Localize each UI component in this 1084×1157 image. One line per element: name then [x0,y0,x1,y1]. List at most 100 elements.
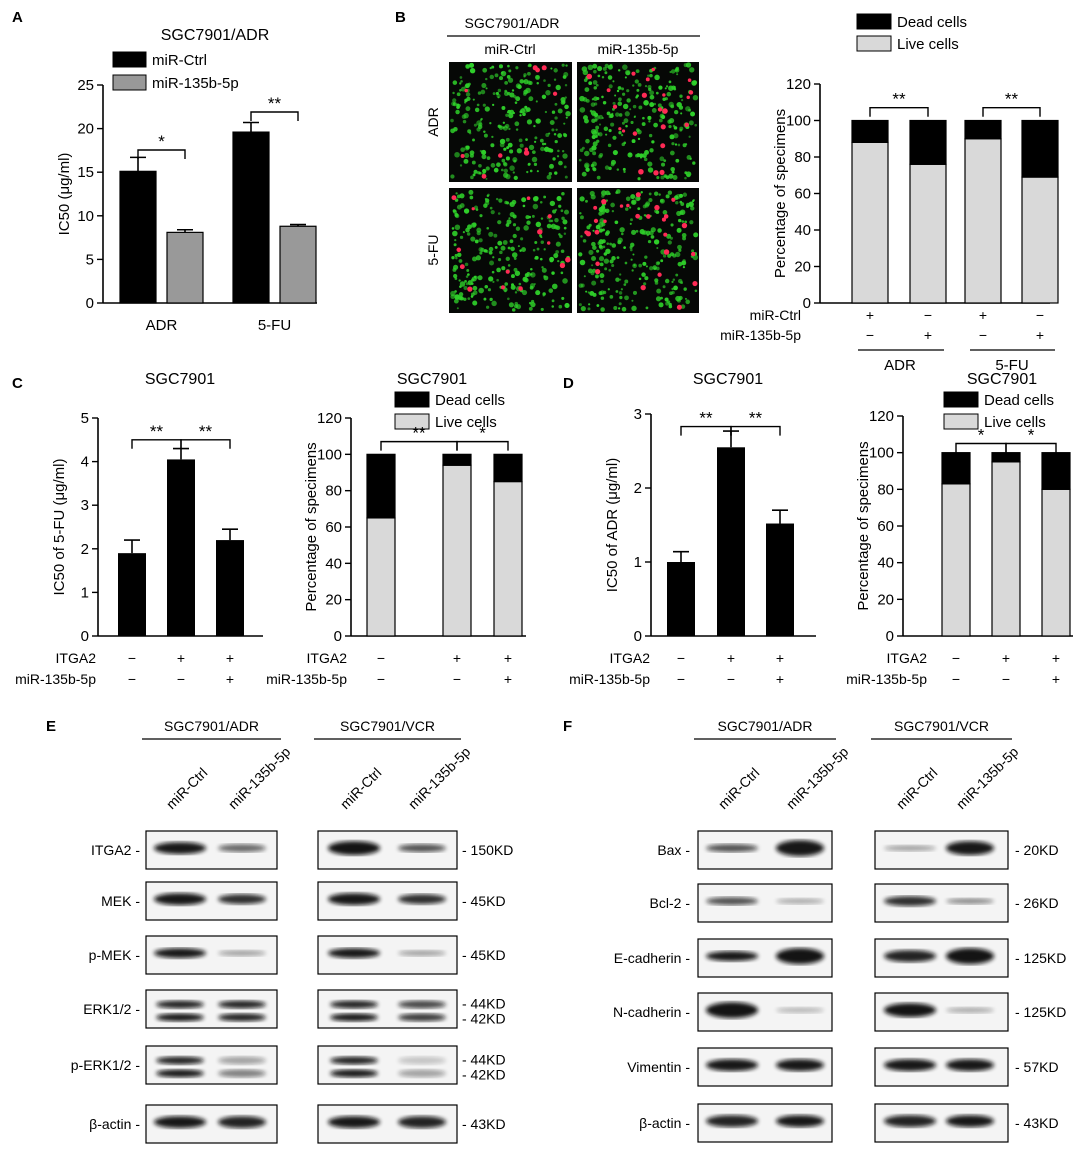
green-cell [626,98,631,103]
red-cell [681,222,688,229]
green-cell [547,83,551,87]
green-cell [668,173,674,179]
green-cell [499,142,505,148]
green-cell [472,290,478,296]
green-cell [492,256,495,259]
green-cell [612,101,616,105]
blotsE-band [330,1000,378,1009]
C1-condition-sign: + [177,650,185,666]
green-cell [621,306,627,312]
red-cell [464,88,468,93]
green-cell [621,87,625,91]
green-cell [607,75,613,80]
C2-condition-sign: − [377,671,385,687]
blotsE-lane-label: miR-135b-5p [225,743,294,812]
green-cell [514,291,518,294]
green-cell [479,118,483,122]
A-significance-label: * [158,132,165,151]
green-cell [645,265,648,268]
western-blot-band-image [874,1047,1009,1087]
blotsE-band [156,1056,204,1065]
green-cell [672,175,678,180]
green-cell [528,306,533,311]
green-cell [492,280,495,284]
green-cell [475,255,482,261]
green-cell [462,231,465,234]
blotsF-cell-line-label: SGC7901/ADR [718,718,813,734]
green-cell [489,74,495,80]
C1-row-label: ITGA2 [56,650,97,666]
A-y-tick-label: 20 [77,121,94,138]
green-cell [550,224,554,228]
green-cell [580,215,584,220]
D2-condition-sign: + [1052,671,1060,687]
green-cell [562,153,568,159]
green-cell [541,94,547,100]
green-cell [678,193,684,198]
green-cell [490,163,496,168]
western-blot-band-image [317,989,458,1029]
C2-bar-live [366,517,396,637]
green-cell [496,93,501,98]
green-cell [667,240,672,245]
green-cell [551,110,556,114]
green-cell [515,96,521,102]
green-cell [673,126,678,130]
green-cell [655,296,662,302]
green-cell [619,278,622,281]
fluorescence-micrograph-image [577,62,699,182]
B-legend-label: Dead cells [897,14,967,31]
green-cell [632,253,635,256]
micrograph-row-label: ADR [425,107,441,137]
blotsE-protein-label: MEK - [101,893,140,909]
micrograph-col-label: miR-135b-5p [598,41,679,57]
B-condition-sign: + [866,307,874,323]
panel-letter-a: A [12,9,23,26]
red-cell [638,168,644,175]
green-cell [604,63,609,68]
green-cell [505,156,510,161]
green-cell [533,124,536,128]
green-cell [549,163,554,169]
green-cell [529,169,533,173]
green-cell [501,158,506,163]
blotsE-lane-label: miR-Ctrl [163,765,211,813]
green-cell [488,276,494,282]
green-cell [642,261,647,266]
blotsF-protein-label: Vimentin - [627,1059,690,1075]
green-cell [563,165,567,169]
B-bar-dead [909,119,947,165]
green-cell [464,279,467,283]
green-cell [539,200,543,204]
red-cell [565,257,571,263]
green-cell [604,231,609,236]
red-cell [456,247,462,253]
green-cell [558,304,563,309]
green-cell [653,102,657,106]
green-cell [680,99,684,102]
green-cell [691,249,695,253]
green-cell [658,193,661,196]
green-cell [618,307,621,310]
green-cell [637,137,641,141]
green-cell [483,133,488,138]
C1-significance-label: ** [150,422,164,441]
red-cell [618,127,622,131]
green-cell [638,263,642,268]
green-cell [498,76,504,81]
green-cell [476,103,480,107]
green-cell [529,283,535,289]
A-error-bar [130,156,146,172]
green-cell [534,196,539,201]
green-cell [615,112,620,117]
red-cell [659,169,665,175]
green-cell [667,190,673,195]
green-cell [591,118,596,124]
green-cell [545,133,550,137]
green-cell [465,227,470,233]
B-y-tick-label: 40 [794,222,811,239]
green-cell [523,75,526,78]
green-cell [481,149,487,155]
green-cell [584,118,589,124]
green-cell [540,307,544,311]
